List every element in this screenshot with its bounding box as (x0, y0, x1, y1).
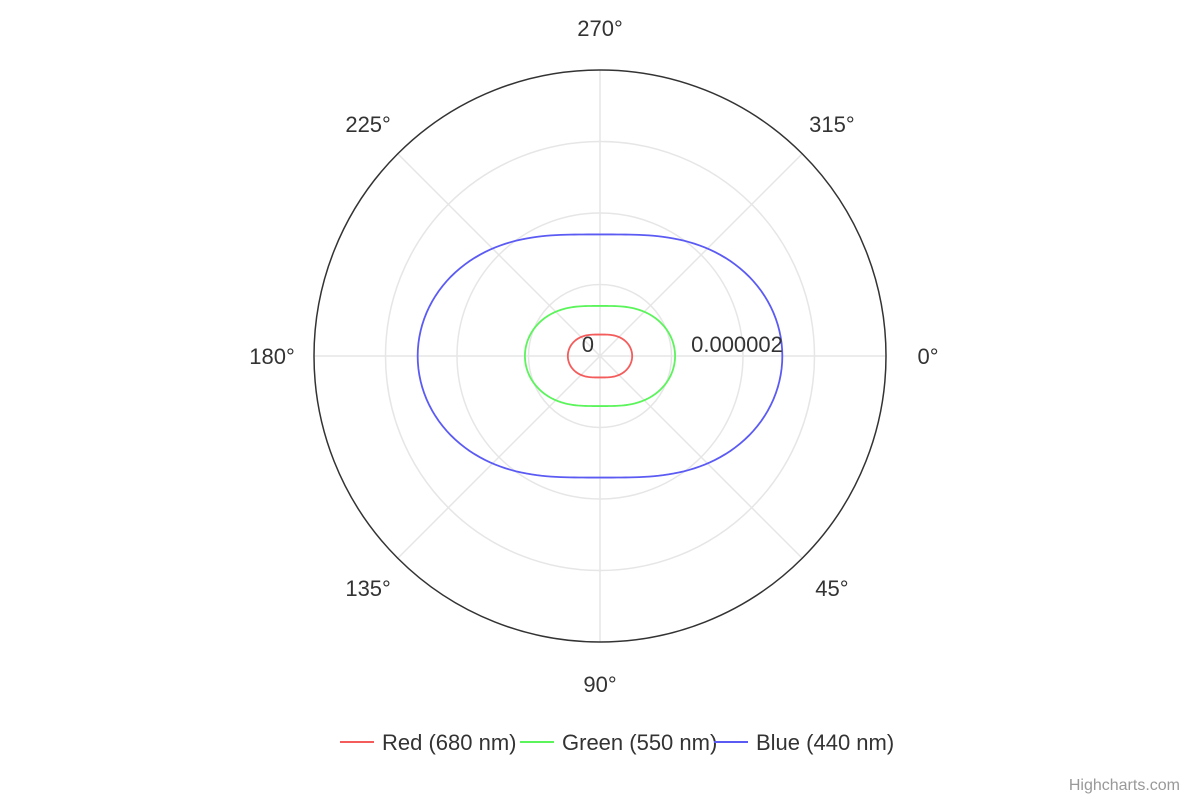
radial-gridline (527, 283, 673, 429)
series-line-0[interactable] (566, 333, 634, 379)
angle-tick-label: 0° (917, 344, 938, 369)
angle-tick-label: 270° (577, 16, 623, 41)
legend-item[interactable]: Green (550 nm) (520, 730, 717, 755)
angle-tick-label: 135° (345, 576, 391, 601)
angle-tick-label: 180° (249, 344, 295, 369)
series-line-1[interactable] (524, 305, 676, 407)
series-layer (416, 233, 784, 479)
angle-tick-label: 90° (583, 672, 616, 697)
legend-item[interactable]: Red (680 nm) (340, 730, 517, 755)
legend-label: Red (680 nm) (382, 730, 517, 755)
angle-tick-label: 315° (809, 112, 855, 137)
legend-label: Green (550 nm) (562, 730, 717, 755)
radial-gridline (456, 212, 744, 500)
radial-tick-label: 0.000002 (691, 332, 783, 357)
outer-axis-circle (313, 69, 887, 643)
legend: Red (680 nm) Green (550 nm) Blue (440 nm) (340, 730, 894, 755)
series-line-2[interactable] (416, 233, 784, 479)
labels-layer: 0° 45° 90° 135° 180° 225° 270° 315° 0 0.000002 (249, 16, 938, 697)
radial-gridline (384, 140, 816, 572)
angle-tick-label: 45° (815, 576, 848, 601)
credits-link[interactable]: Highcharts.com (1069, 777, 1180, 794)
legend-label: Blue (440 nm) (756, 730, 894, 755)
radial-tick-label: 0 (582, 332, 594, 357)
grid-layer (313, 69, 887, 643)
legend-item[interactable]: Blue (440 nm) (714, 730, 894, 755)
angle-tick-label: 225° (345, 112, 391, 137)
